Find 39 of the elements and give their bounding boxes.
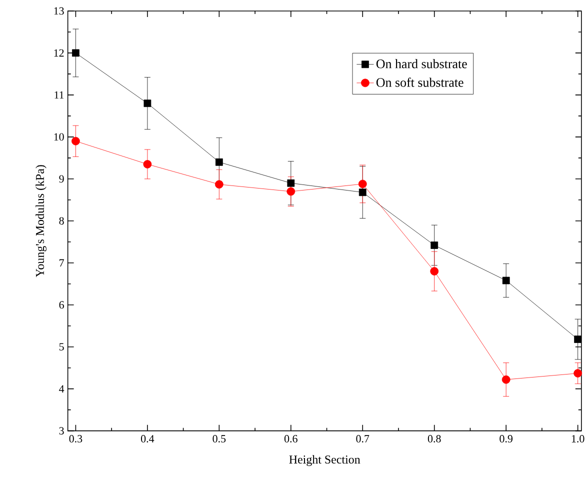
point <box>214 180 224 189</box>
point <box>574 369 582 378</box>
x-tick-label: 0.4 <box>141 435 154 443</box>
x-axis-title: Height Section <box>289 455 360 466</box>
point <box>72 137 80 146</box>
point <box>287 180 295 187</box>
x-tick-label: 0.5 <box>212 435 226 443</box>
x-tick-label: 1.0 <box>572 435 584 443</box>
point <box>502 276 510 284</box>
y-tick-label: 3 <box>59 427 64 435</box>
y-tick-label: 10 <box>54 133 64 141</box>
y-tick-label: 13 <box>54 7 64 15</box>
legend-label: On soft substrate <box>376 78 464 88</box>
y-tick-label: 5 <box>59 343 64 351</box>
x-tick-label: 0.3 <box>69 435 82 443</box>
y-tick-label: 7 <box>60 259 64 267</box>
y-tick-label: 11 <box>54 91 64 99</box>
point <box>502 376 510 384</box>
point <box>215 158 223 166</box>
point <box>143 160 152 169</box>
point <box>72 49 80 57</box>
x-tick-label: 0.6 <box>284 435 298 443</box>
point <box>286 187 296 196</box>
x-tick-label: 0.9 <box>500 435 512 443</box>
y-tick-label: 12 <box>54 50 64 57</box>
point <box>574 336 582 344</box>
point <box>430 242 438 250</box>
point <box>358 180 367 188</box>
y-tick-label: 8 <box>59 217 64 225</box>
point <box>430 267 439 276</box>
y-tick-label: 4 <box>59 385 64 393</box>
y-tick-label: 6 <box>59 301 64 309</box>
y-tick-label: 9 <box>59 175 64 183</box>
point <box>358 188 366 196</box>
legend-label: On hard substrate <box>376 59 467 68</box>
x-tick-label: 0.8 <box>428 435 441 443</box>
x-tick-label: 0.7 <box>356 435 370 443</box>
y-axis-title: Young's Modulus (kPa) <box>36 165 46 278</box>
point <box>144 100 152 108</box>
